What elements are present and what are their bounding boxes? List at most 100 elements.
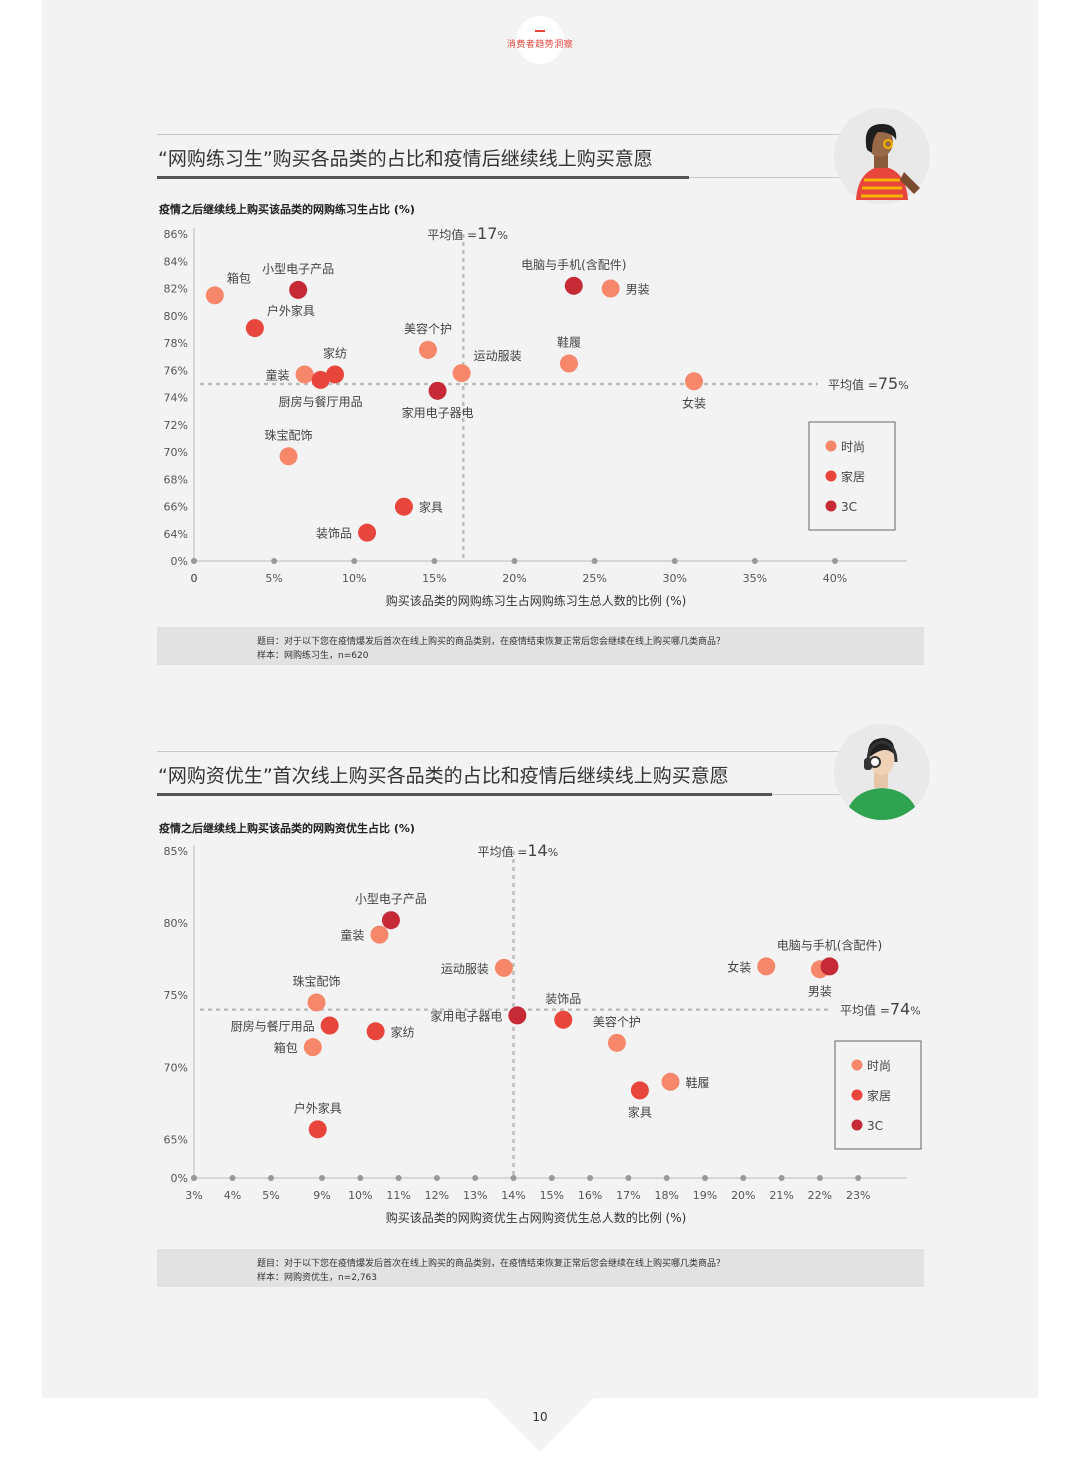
x-tick-label: 15% xyxy=(422,572,446,585)
x-tick-dot xyxy=(472,1175,479,1181)
data-label: 小型电子产品 xyxy=(262,262,334,276)
data-point xyxy=(564,276,583,295)
data-point xyxy=(326,365,345,384)
x-tick-dot xyxy=(191,1175,197,1181)
x-zero-label: 0 xyxy=(191,572,198,585)
legend-label-home: 家居 xyxy=(867,1088,891,1103)
x-tick-dot xyxy=(671,558,678,564)
y-tick-label: 86% xyxy=(164,228,188,241)
y-tick-label: 72% xyxy=(164,419,188,432)
data-point xyxy=(245,319,264,338)
data-point xyxy=(205,286,224,305)
legend-label-fashion: 时尚 xyxy=(867,1059,891,1073)
avg-x-label: 平均值 =17% xyxy=(427,224,508,243)
x-tick-dot xyxy=(855,1175,862,1181)
data-label: 箱包 xyxy=(227,270,251,285)
data-label: 箱包 xyxy=(274,1040,298,1055)
header-badge: 消费者趋势洞察 xyxy=(507,16,573,64)
data-label: 装饰品 xyxy=(316,527,352,541)
headphone-man-avatar-icon xyxy=(834,724,930,820)
x-tick-dot xyxy=(778,1175,785,1181)
data-label: 美容个护 xyxy=(593,1014,641,1029)
legend-label-fashion: 时尚 xyxy=(841,440,865,454)
y-tick-label: 68% xyxy=(164,473,188,486)
y-tick-label: 82% xyxy=(164,283,188,296)
y-tick-label: 70% xyxy=(164,446,188,459)
title-rule-top-1 xyxy=(157,134,840,135)
x-tick-label: 10% xyxy=(348,1189,372,1202)
y-tick-label: 80% xyxy=(164,917,188,930)
x-tick-label: 0 xyxy=(191,572,198,585)
title-rule-bottom-1b xyxy=(689,177,840,178)
data-point xyxy=(370,925,389,944)
chart1-note-sample: 样本：网购练习生，n=620 xyxy=(257,651,369,661)
data-label: 男装 xyxy=(808,984,832,998)
data-label: 装饰品 xyxy=(545,992,581,1006)
x-tick-label: 3% xyxy=(185,1189,202,1202)
data-point xyxy=(308,1120,327,1139)
data-point xyxy=(289,280,308,299)
legend-box xyxy=(834,1040,922,1150)
y-tick-label: 65% xyxy=(164,1133,188,1146)
y-tick-label: 80% xyxy=(164,310,188,323)
x-tick-dot xyxy=(351,558,358,564)
data-point xyxy=(366,1022,385,1041)
x-tick-label: 17% xyxy=(616,1189,640,1202)
legend-marker-tech xyxy=(825,500,837,512)
data-point xyxy=(381,911,400,930)
y-tick-label: 74% xyxy=(164,392,188,405)
chart2-note-sample: 样本：网购资优生，n=2,763 xyxy=(257,1273,378,1283)
legend-marker-home xyxy=(825,470,837,482)
data-point xyxy=(295,365,314,384)
x-tick-dot xyxy=(191,558,197,564)
data-label: 运动服装 xyxy=(474,349,522,363)
legend-label-tech: 3C xyxy=(867,1119,883,1133)
data-point xyxy=(820,957,839,976)
data-point xyxy=(279,447,298,466)
data-point xyxy=(601,279,620,298)
data-point xyxy=(311,370,330,389)
data-label: 童装 xyxy=(340,928,364,943)
x-tick-dot xyxy=(587,1175,594,1181)
chart-2: 疫情之后继续线上购买该品类的网购资优生占比 (%) 65% 70% 75% 80% 85%… xyxy=(159,821,922,1225)
data-label: 家纺 xyxy=(323,345,347,360)
x-tick-dot xyxy=(431,558,438,564)
data-point xyxy=(418,340,437,359)
x-tick-label: 30% xyxy=(663,572,687,585)
report-page xyxy=(42,0,1038,1398)
data-point xyxy=(494,958,513,977)
woman-avatar-icon xyxy=(834,108,930,204)
x-tick-label: 40% xyxy=(823,572,847,585)
page-number-tab xyxy=(486,1398,594,1452)
data-label: 家具 xyxy=(628,1104,652,1119)
data-point xyxy=(559,354,578,373)
x-tick-dot xyxy=(511,558,518,564)
title-rule-top-2 xyxy=(157,751,840,752)
x-tick-label: 9% xyxy=(313,1189,330,1202)
chart2-note-question: 题目：对于以下您在疫情爆发后首次在线上购买的商品类别，在疫情结束恢复正常后您会继… xyxy=(257,1259,726,1269)
x-tick-dot xyxy=(268,1175,274,1181)
chart1-note: 题目：对于以下您在疫情爆发后首次在线上购买的商品类别，在疫情结束恢复正常后您会继… xyxy=(157,627,924,665)
x-tick-label: 12% xyxy=(425,1189,449,1202)
x-tick-dot xyxy=(663,1175,670,1181)
data-label: 户外家具 xyxy=(294,1100,342,1115)
data-point xyxy=(607,1033,626,1052)
data-point xyxy=(428,381,447,400)
data-label: 电脑与手机(含配件) xyxy=(521,257,626,272)
avg-y-label: 平均值 =74% xyxy=(840,1000,921,1019)
data-label: 男装 xyxy=(626,283,650,297)
y-tick-label: 84% xyxy=(164,255,188,268)
legend-marker-fashion xyxy=(851,1059,863,1071)
y-tick-label: 70% xyxy=(164,1061,188,1074)
data-point xyxy=(307,993,326,1012)
x-tick-dot xyxy=(229,1175,236,1181)
y-axis-title: 疫情之后继续线上购买该品类的网购练习生占比 (%) xyxy=(159,202,415,216)
chart1-title: “网购练习生”购买各品类的占比和疫情后继续线上购买意愿 xyxy=(158,148,653,170)
y-zero-label: 0% xyxy=(171,1172,188,1185)
data-label: 鞋履 xyxy=(557,335,581,350)
y-tick-label: 78% xyxy=(164,337,188,350)
header-label: 消费者趋势洞察 xyxy=(506,40,574,50)
data-point xyxy=(303,1038,322,1057)
x-axis-title: 购买该品类的网购练习生占网购练习生总人数的比例 (%) xyxy=(386,593,687,608)
x-tick-label: 11% xyxy=(386,1189,410,1202)
